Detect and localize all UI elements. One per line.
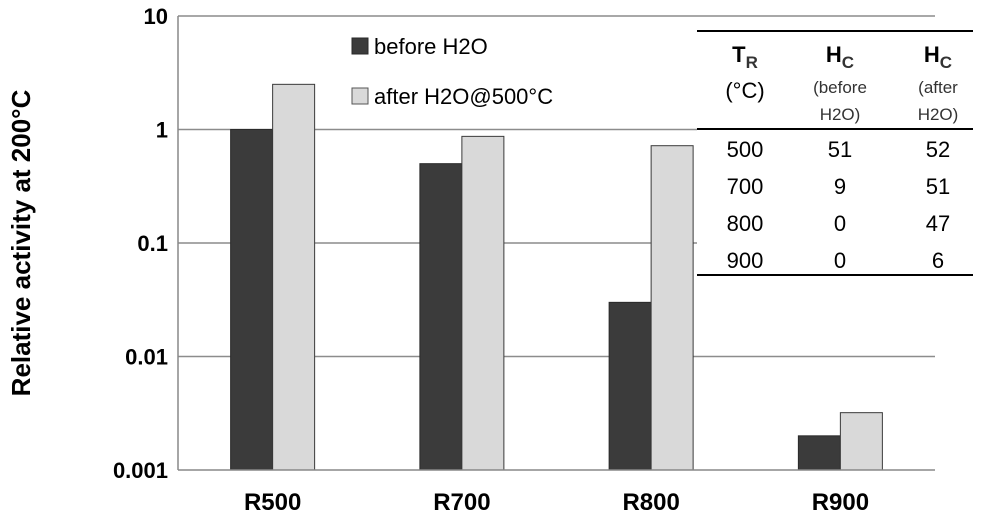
table-cell: 51	[828, 137, 852, 162]
table-header-hc-before-main: H	[826, 42, 842, 67]
table-header-hc-before: HC	[826, 42, 854, 72]
bar-r500-after	[272, 83, 316, 471]
table-cell: 0	[834, 211, 846, 236]
table-header-tr: TR	[732, 42, 758, 72]
table-header-hc-before-line2: (before	[813, 78, 867, 97]
table-cell: 6	[932, 248, 944, 273]
axes	[177, 16, 935, 471]
table-header-hc-after-line3: H2O)	[918, 105, 959, 124]
table-header-tr-main: T	[732, 42, 746, 67]
y-axis-label: Relative activity at 200°C	[6, 89, 36, 396]
bar-r900-before	[797, 435, 841, 471]
bar-r800-before	[608, 301, 652, 471]
y-tick-label: 0.001	[113, 458, 168, 483]
y-tick-labels: 10 1 0.1 0.01 0.001	[113, 4, 168, 483]
table-cell: 800	[727, 211, 764, 236]
table-cell: 700	[727, 174, 764, 199]
hc-table: TR (°C) HC (before H2O) HC (after H2O) 5…	[697, 30, 973, 276]
legend-swatch-after	[351, 87, 369, 105]
category-labels: R500 R700 R800 R900	[244, 489, 869, 516]
legend: before H2O after H2O@500°C	[351, 34, 553, 109]
table-cell: 51	[926, 174, 950, 199]
table-header-hc-after-line2: (after	[918, 78, 958, 97]
bar-r700-after	[461, 135, 505, 471]
table-header-hc-after: HC	[924, 42, 952, 72]
legend-label-after: after H2O@500°C	[374, 84, 553, 109]
bar-r700-before	[419, 163, 463, 471]
table-cell: 52	[926, 137, 950, 162]
table-cell: 9	[834, 174, 846, 199]
table-rows: 500 51 52 700 9 51 800 0 47 900 0 6	[727, 137, 951, 273]
table-header-hc-after-sub: C	[940, 53, 952, 72]
bar-r800-after	[650, 145, 694, 471]
legend-swatch-before	[351, 37, 369, 55]
table-header-hc-before-sub: C	[842, 53, 854, 72]
legend-label-before: before H2O	[374, 34, 488, 59]
y-tick-label: 1	[156, 118, 168, 143]
y-tick-label: 0.1	[137, 231, 168, 256]
x-category-label: R700	[433, 489, 490, 516]
bar-r900-after	[839, 412, 883, 471]
table-cell: 900	[727, 248, 764, 273]
x-category-label: R900	[812, 489, 869, 516]
table-header-tr-unit: (°C)	[725, 78, 764, 103]
table-cell: 500	[727, 137, 764, 162]
table-header-hc-before-line3: H2O)	[820, 105, 861, 124]
x-category-label: R800	[622, 489, 679, 516]
table-header-hc-after-main: H	[924, 42, 940, 67]
table-cell: 0	[834, 248, 846, 273]
y-tick-label: 10	[144, 4, 168, 29]
y-tick-label: 0.01	[125, 345, 168, 370]
table-header-tr-sub: R	[746, 53, 758, 72]
table-background	[697, 30, 973, 276]
x-category-label: R500	[244, 489, 301, 516]
bar-r500-before	[230, 129, 274, 471]
table-cell: 47	[926, 211, 950, 236]
